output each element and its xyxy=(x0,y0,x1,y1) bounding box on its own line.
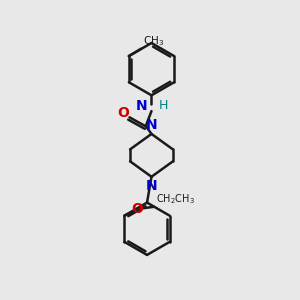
Text: N: N xyxy=(135,99,147,113)
Text: O: O xyxy=(118,106,130,120)
Text: CH$_3$: CH$_3$ xyxy=(143,34,164,48)
Text: O: O xyxy=(131,202,143,216)
Text: N: N xyxy=(146,118,157,132)
Text: N: N xyxy=(146,179,157,193)
Text: CH$_2$CH$_3$: CH$_2$CH$_3$ xyxy=(156,192,194,206)
Text: H: H xyxy=(159,99,168,112)
